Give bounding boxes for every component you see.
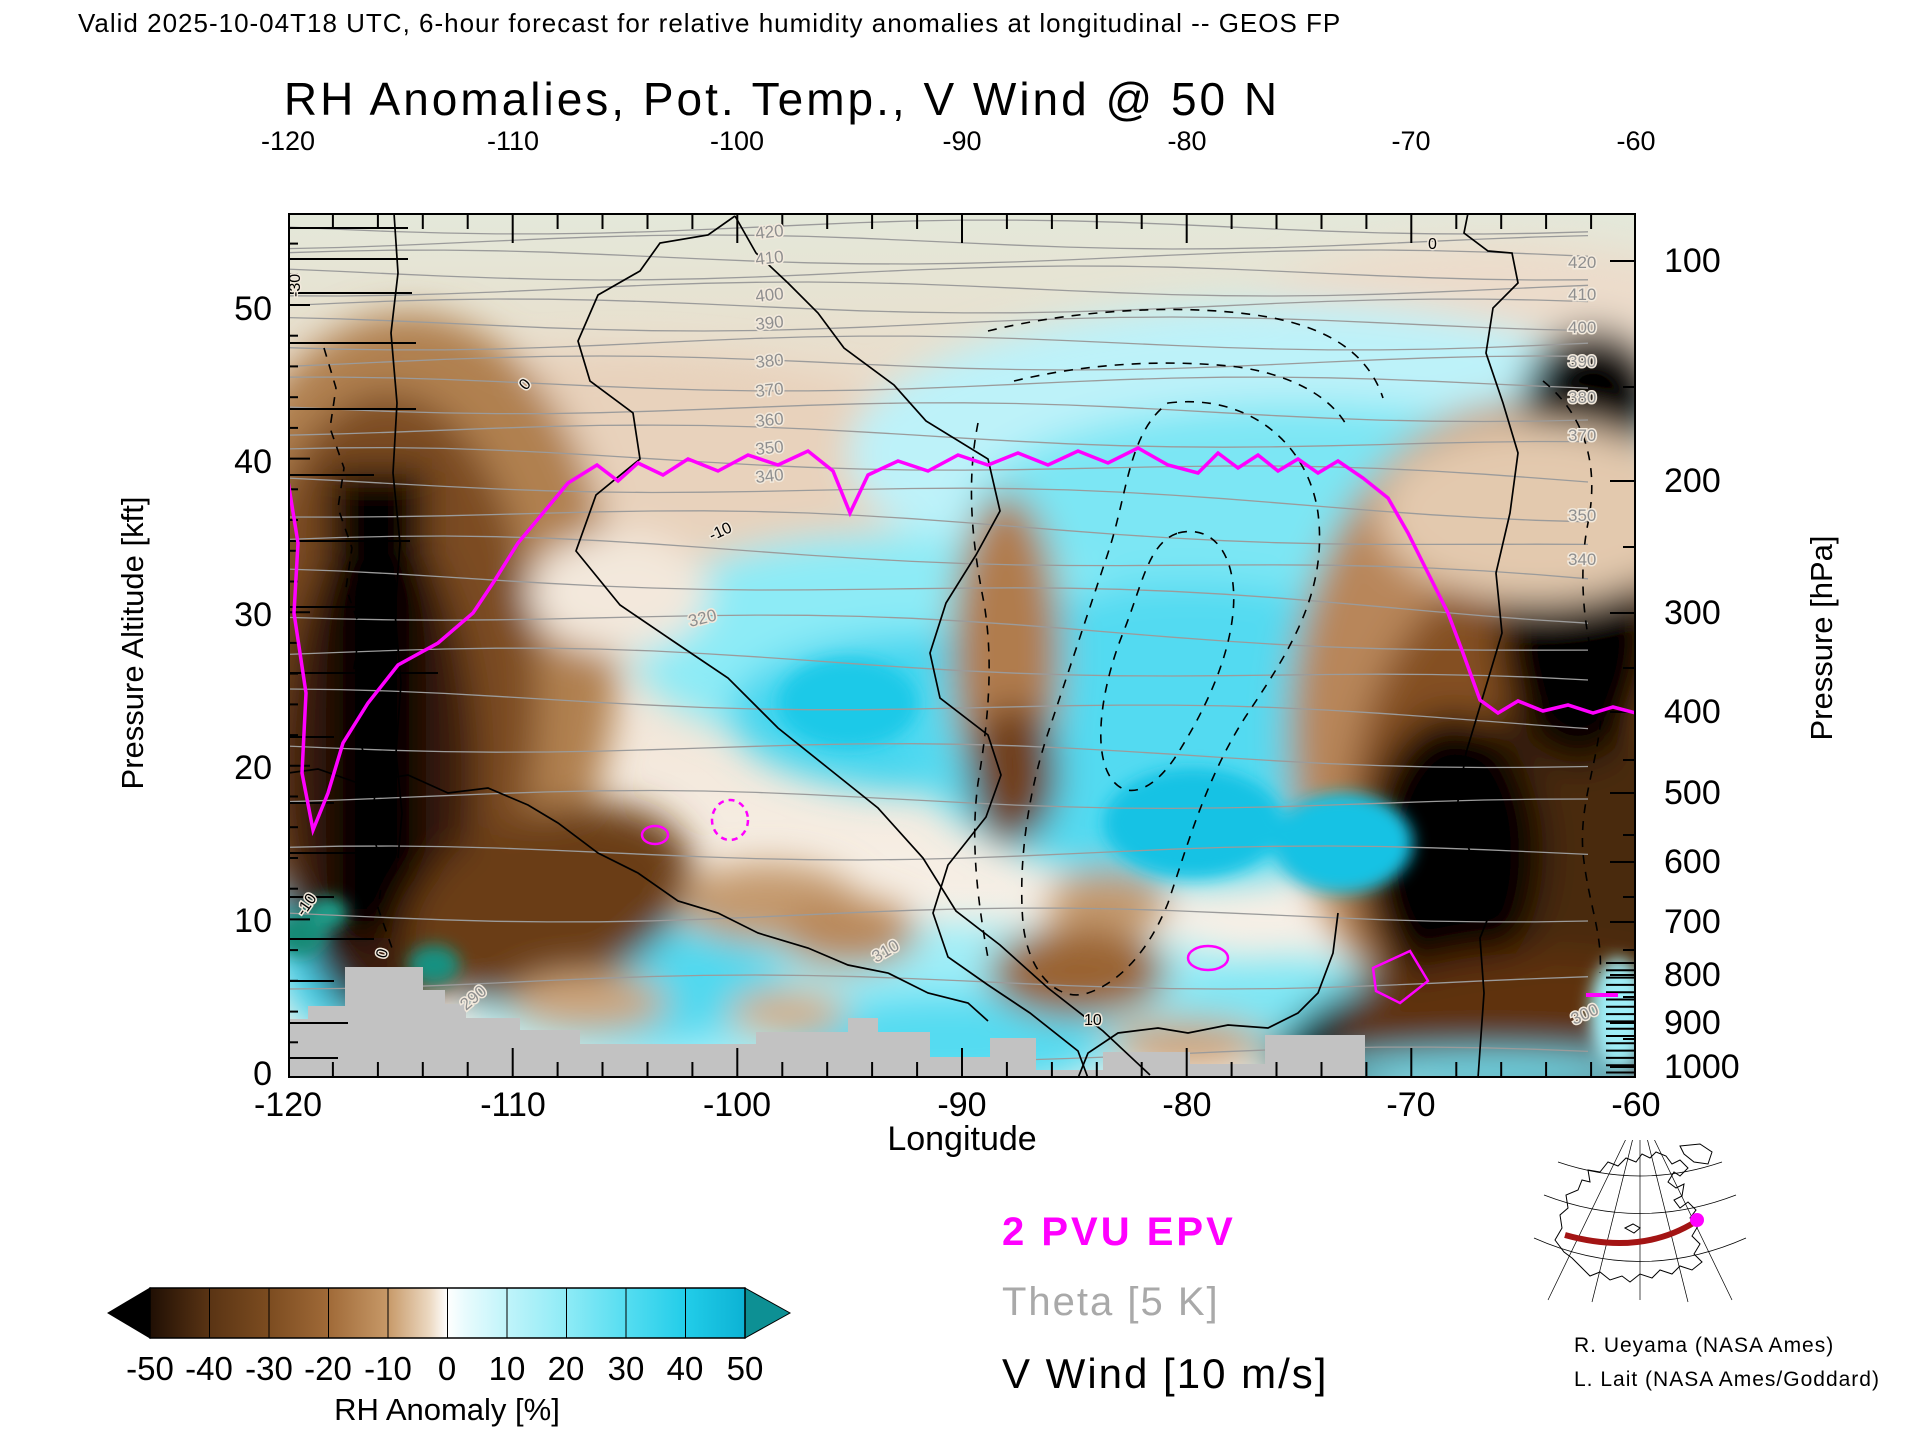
transect-path	[1564, 1219, 1697, 1246]
v-wind-dashed-contours	[323, 308, 1603, 996]
top-tick-label: -100	[709, 126, 765, 156]
bottom-tick-label: -120	[253, 1086, 323, 1124]
svg-text:350: 350	[754, 437, 784, 459]
right-tick-label: 500	[1664, 774, 1721, 812]
colorbar-tick-label: 40	[666, 1350, 704, 1387]
bottom-tick-label: -90	[937, 1086, 987, 1124]
v-wind-contours	[288, 213, 1519, 1078]
plot-border	[288, 213, 1636, 1078]
colorbar-tick-label: 0	[437, 1350, 457, 1387]
right-tick-label: 300	[1664, 594, 1721, 632]
svg-text:360: 360	[754, 409, 784, 431]
svg-text:400: 400	[1568, 318, 1596, 337]
bottom-tick-label: -110	[480, 1086, 546, 1124]
plot-title: RH Anomalies, Pot. Temp., V Wind @ 50 N	[283, 73, 1281, 125]
right-tick-label: 400	[1664, 693, 1721, 731]
colorbar-right-arrow	[744, 1287, 792, 1339]
svg-text:410: 410	[1568, 285, 1596, 304]
svg-text:-30: -30	[288, 274, 304, 297]
colorbar-tick-label: 50	[726, 1350, 764, 1387]
svg-text:0: 0	[1428, 236, 1437, 253]
right-tick-label: 600	[1664, 843, 1721, 881]
colorbar-tick-label: -20	[304, 1350, 352, 1387]
edge-hatch-marks	[288, 227, 1636, 1074]
svg-text:390: 390	[1568, 352, 1596, 371]
top-tick-label: -120	[260, 126, 316, 156]
colorbar-tick-label: -50	[126, 1350, 174, 1387]
right-tick-label: 200	[1664, 462, 1721, 500]
map-coastline	[1554, 1143, 1713, 1283]
left-tick-label: 30	[234, 596, 272, 634]
colorbar-tick-label: 30	[607, 1350, 645, 1387]
left-tick-label: 0	[253, 1055, 272, 1093]
colorbar-dividers	[209, 1288, 686, 1338]
left-tick-label: 50	[234, 290, 272, 328]
right-tick-label: 1000	[1664, 1048, 1740, 1086]
svg-text:410: 410	[754, 247, 784, 269]
colorbar-tick-label: 10	[488, 1350, 526, 1387]
right-tick-label: 100	[1664, 242, 1721, 280]
right-tick-label: 900	[1664, 1004, 1721, 1042]
right-tick-label: 800	[1664, 956, 1721, 994]
svg-text:370: 370	[1568, 426, 1596, 445]
left-tick-label: 10	[234, 902, 272, 940]
top-tick-label: -110	[486, 126, 540, 156]
svg-text:340: 340	[1568, 550, 1596, 569]
svg-text:350: 350	[1568, 506, 1596, 525]
left-axis-title: Pressure Altitude [kft]	[115, 496, 150, 790]
right-tick-label: 700	[1664, 903, 1721, 941]
bottom-tick-label: -60	[1611, 1086, 1661, 1124]
legend-epv: 2 PVU EPV	[1002, 1210, 1236, 1254]
inset-map	[1533, 1140, 1747, 1303]
colorbar-tick-label: -40	[185, 1350, 233, 1387]
top-tick-label: -60	[1616, 126, 1656, 156]
bottom-tick-label: -70	[1386, 1086, 1436, 1124]
map-graticule	[1533, 1140, 1747, 1303]
svg-text:390: 390	[754, 312, 784, 334]
terrain-silhouette	[288, 967, 1365, 1078]
left-tick-label: 40	[234, 443, 272, 481]
transect-end-dot	[1690, 1213, 1704, 1227]
svg-text:420: 420	[1568, 253, 1596, 272]
svg-text:400: 400	[754, 284, 784, 306]
svg-text:380: 380	[1568, 388, 1596, 407]
right-axis-title: Pressure [hPa]	[1804, 535, 1839, 741]
bottom-tick-label: -100	[702, 1086, 772, 1124]
epv-2pvu-contour	[288, 446, 1636, 1005]
svg-text:10: 10	[1084, 1012, 1102, 1029]
bottom-tick-label: -80	[1162, 1086, 1212, 1124]
axis-ticks	[288, 213, 1636, 1078]
theta-contours	[288, 219, 1589, 1062]
svg-text:370: 370	[754, 379, 784, 401]
colorbar-tick-label: -10	[364, 1350, 412, 1387]
colorbar-title: RH Anomaly [%]	[334, 1392, 560, 1427]
valid-time-line: Valid 2025-10-04T18 UTC, 6-hour forecast…	[78, 8, 1342, 38]
cross-section-plot: 420 410 400 390 380 370 360 350 340 420 …	[288, 213, 1636, 1078]
colorbar	[107, 1287, 792, 1339]
bottom-axis-title: Longitude	[887, 1120, 1037, 1158]
top-tick-label: -80	[1167, 126, 1207, 156]
colorbar-left-arrow	[107, 1287, 151, 1339]
legend-vwind: V Wind [10 m/s]	[1002, 1350, 1329, 1397]
top-tick-label: -90	[942, 126, 982, 156]
svg-text:420: 420	[754, 221, 784, 243]
credit-line: R. Ueyama (NASA Ames)	[1574, 1334, 1835, 1357]
colorbar-tick-label: -30	[245, 1350, 293, 1387]
credit-line: L. Lait (NASA Ames/Goddard)	[1574, 1368, 1880, 1391]
svg-text:380: 380	[754, 350, 784, 372]
legend-theta: Theta [5 K]	[1002, 1280, 1220, 1324]
left-tick-label: 20	[234, 749, 272, 787]
top-tick-label: -70	[1391, 126, 1431, 156]
colorbar-tick-label: 20	[547, 1350, 585, 1387]
svg-text:340: 340	[754, 465, 784, 487]
